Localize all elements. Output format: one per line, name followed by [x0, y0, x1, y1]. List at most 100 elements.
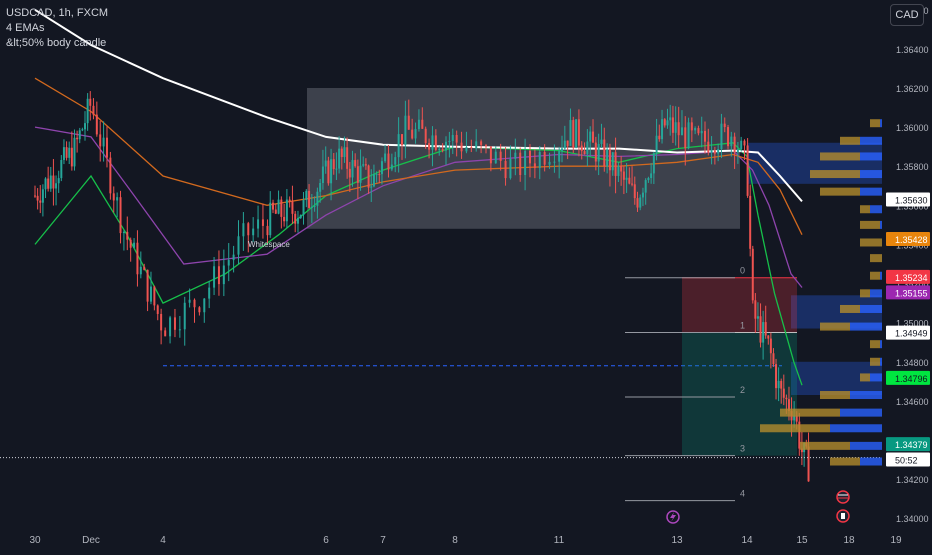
candle-body: [431, 135, 434, 150]
vp-bar-down: [860, 238, 890, 247]
candle-body: [475, 141, 478, 149]
candle-body: [84, 123, 87, 130]
lightning-event-icon[interactable]: [666, 510, 680, 524]
price-label[interactable]: 1.35428: [895, 235, 928, 245]
candle-body: [227, 260, 230, 266]
price-label[interactable]: 1.35630: [895, 195, 928, 205]
vp-bar-down: [860, 373, 870, 382]
candle-body: [52, 175, 55, 189]
candle-body: [625, 177, 628, 180]
vp-bar-up: [860, 457, 890, 466]
price-label[interactable]: 1.35155: [895, 288, 928, 298]
candle-body: [631, 183, 634, 185]
candle-body: [606, 149, 609, 167]
candle-body: [730, 136, 733, 147]
candle-body: [424, 128, 427, 144]
candle-body: [354, 160, 357, 167]
indicator-emas[interactable]: 4 EMAs: [6, 22, 45, 34]
candle-body: [717, 149, 720, 154]
candle-body: [421, 119, 424, 129]
candle-body: [677, 122, 680, 136]
candle-body: [146, 269, 149, 302]
candle-body: [644, 180, 647, 193]
candle-body: [674, 122, 677, 133]
candle-body: [800, 448, 803, 453]
candle-body: [139, 266, 142, 275]
candle-body: [160, 313, 163, 331]
candle-body: [39, 200, 42, 203]
candle-body: [798, 421, 801, 449]
y-tick-label: 1.34000: [896, 514, 929, 524]
candle-body: [261, 219, 264, 226]
candle-body: [455, 134, 458, 143]
reward-zone[interactable]: [682, 332, 797, 456]
candle-body: [237, 236, 240, 255]
vp-bar-up: [850, 441, 890, 450]
time-axis[interactable]: [0, 528, 932, 550]
vp-bar-down: [860, 205, 870, 214]
ema-line-3[interactable]: [34, 77, 803, 235]
candle-body: [332, 159, 335, 170]
candle-body: [710, 150, 713, 153]
currency-button[interactable]: CAD: [890, 4, 924, 26]
vp-bar-up: [830, 424, 890, 433]
candle-body: [319, 183, 322, 192]
candle-body: [119, 197, 122, 234]
fib-label-1: 1: [740, 320, 745, 330]
candle-body: [380, 161, 383, 175]
candle-body: [558, 151, 561, 162]
candle-body: [232, 254, 235, 261]
candle-body: [136, 242, 139, 275]
candle-body: [639, 197, 642, 208]
candle-body: [583, 151, 586, 155]
candle-body: [34, 195, 36, 197]
candle-body: [628, 177, 631, 184]
candle-body: [122, 231, 125, 234]
candle-body: [759, 316, 762, 343]
fib-label-0: 0: [740, 266, 745, 276]
price-label[interactable]: 1.34796: [895, 374, 928, 384]
range-box[interactable]: [307, 88, 740, 229]
price-label[interactable]: 1.34949: [895, 329, 928, 339]
candle-body: [384, 153, 387, 162]
candle-body: [470, 147, 473, 149]
y-tick-label: 1.36200: [896, 84, 929, 94]
candle-body: [694, 128, 697, 131]
candle-body: [740, 140, 743, 150]
candle-body: [291, 201, 294, 214]
candle-body: [302, 200, 305, 215]
candle-body: [65, 147, 68, 158]
candle-body: [178, 329, 181, 331]
ema-line-2[interactable]: [34, 126, 803, 288]
vp-bar-down: [830, 457, 860, 466]
candle-body: [533, 163, 536, 169]
price-label[interactable]: 50:52: [895, 456, 918, 466]
symbol-title[interactable]: USDCAD, 1h, FXCM: [6, 7, 109, 19]
y-tick-label: 1.34800: [896, 358, 929, 368]
candle-body: [499, 151, 502, 161]
price-label[interactable]: 1.34379: [895, 440, 928, 450]
candle-body: [327, 160, 330, 184]
candle-body: [269, 202, 272, 236]
vp-bar-up: [870, 373, 890, 382]
price-label[interactable]: 1.35234: [895, 273, 928, 283]
candle-body: [494, 151, 497, 164]
vp-bar-up: [870, 205, 890, 214]
ema-line-4[interactable]: [34, 8, 803, 203]
candle-body: [364, 164, 367, 166]
candle-body: [572, 120, 575, 148]
candle-body: [62, 147, 65, 160]
candle-body: [370, 186, 373, 188]
vp-bar-down: [860, 220, 880, 229]
vp-bar-down: [820, 322, 850, 331]
vp-bar-down: [870, 271, 880, 280]
indicator-body-candle[interactable]: &lt;50% body candle: [6, 37, 107, 49]
vp-bar-up: [860, 170, 890, 179]
us-flag-icon[interactable]: [836, 490, 850, 504]
x-tick-label: 8: [452, 535, 458, 546]
candle-body: [661, 119, 664, 140]
candle-body: [70, 147, 73, 167]
candle-body: [793, 415, 796, 421]
